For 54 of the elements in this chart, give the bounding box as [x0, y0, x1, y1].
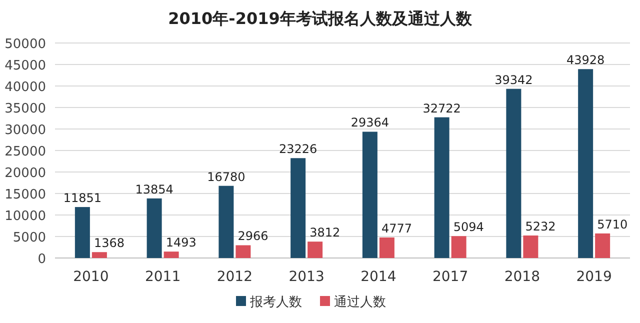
bar [595, 233, 610, 258]
x-tick-label: 2011 [144, 269, 181, 285]
y-tick-label: 5000 [12, 230, 46, 246]
bar [578, 69, 594, 258]
bar [362, 132, 378, 258]
data-label: 1368 [94, 236, 124, 250]
bar [379, 237, 394, 258]
bar [290, 158, 306, 258]
x-tick-label: 2010 [73, 269, 109, 285]
data-label: 39342 [494, 72, 533, 87]
data-label: 23226 [278, 142, 318, 156]
bar [146, 198, 162, 258]
y-tick-label: 20000 [4, 166, 46, 181]
y-tick-label: 30000 [4, 123, 46, 138]
data-label: 5094 [453, 220, 484, 234]
x-tick-label: 2013 [288, 269, 324, 285]
data-label: 3812 [310, 226, 340, 240]
data-label: 2966 [238, 229, 268, 244]
x-tick-label: 2018 [504, 269, 540, 285]
bar [523, 236, 538, 258]
data-label: 4777 [381, 221, 412, 236]
bar [218, 186, 234, 258]
data-label: 32722 [422, 101, 461, 116]
bar [434, 117, 450, 258]
data-label: 1493 [166, 236, 196, 250]
y-tick-label: 10000 [4, 209, 46, 224]
bar [164, 252, 179, 258]
y-tick-label: 50000 [4, 37, 46, 52]
bar [92, 252, 107, 258]
legend-label: 报考人数 [249, 295, 302, 310]
data-label: 5710 [597, 217, 628, 232]
y-tick-label: 40000 [4, 80, 46, 95]
data-label: 16780 [207, 170, 246, 184]
y-tick-label: 0 [38, 252, 46, 267]
x-tick-label: 2012 [216, 269, 253, 285]
y-tick-label: 45000 [4, 58, 46, 74]
bar [236, 245, 251, 258]
chart-title: 2010年-2019年考试报名人数及通过人数 [168, 9, 473, 28]
data-label: 29364 [350, 116, 390, 130]
y-tick-label: 15000 [4, 188, 46, 202]
data-label: 11851 [63, 191, 102, 206]
data-label: 43928 [566, 53, 605, 68]
y-tick-label: 25000 [4, 144, 46, 160]
bar [74, 207, 90, 258]
x-tick-label: 2017 [432, 269, 468, 285]
x-tick-label: 2014 [360, 269, 396, 285]
data-label: 13854 [135, 182, 174, 196]
x-tick-label: 2019 [576, 269, 612, 285]
bar [451, 236, 466, 258]
y-tick-label: 35000 [4, 102, 46, 116]
bar [506, 88, 522, 258]
legend-label: 通过人数 [334, 295, 386, 310]
bar [308, 242, 323, 258]
data-label: 5232 [525, 220, 556, 234]
